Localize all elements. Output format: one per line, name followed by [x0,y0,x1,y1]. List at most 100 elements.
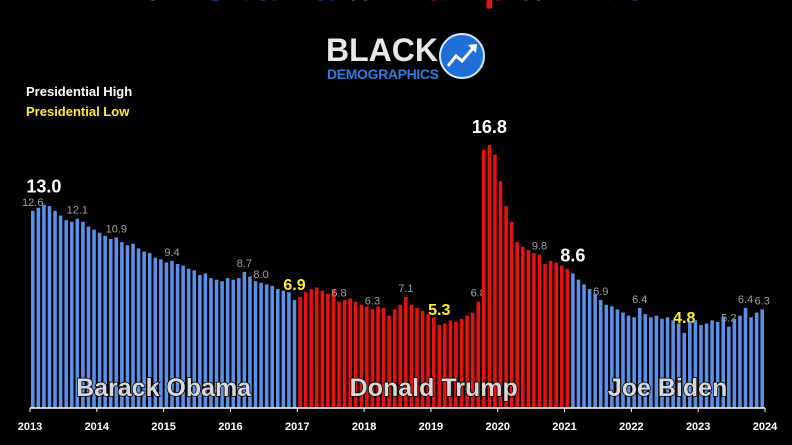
bar [626,315,631,408]
bar [459,318,464,408]
president-name: Joe Biden [608,374,727,402]
bar [147,253,152,408]
bar [142,251,146,408]
title-part: to [519,0,547,7]
bar [264,284,269,408]
bar [548,260,553,408]
bar [31,210,35,408]
bar [331,289,336,408]
value-label: 12.1 [67,205,88,217]
bar [448,320,453,408]
bar [476,301,481,408]
x-tick-label: 2015 [151,421,175,433]
bar [337,301,341,408]
bar [253,281,258,408]
bar [398,304,403,408]
bar [97,232,102,408]
value-label: 9.4 [164,247,179,259]
bar [665,317,670,408]
value-label: 10.9 [106,223,127,235]
bar [554,262,558,408]
bar [565,268,570,408]
title-part: from [122,0,189,7]
bar [309,289,313,408]
x-tick-label: 2021 [552,421,576,433]
bar [504,206,508,408]
value-label: 6.9 [283,277,305,294]
bar [409,304,414,408]
bar [660,318,664,408]
bar [415,307,419,408]
legend-low: Presidential Low [26,104,130,119]
bar [259,282,263,408]
bar [198,275,202,408]
bar [598,300,603,408]
title-part: to [347,0,375,7]
title-part: Biden [559,0,670,9]
bar [114,237,119,408]
bar [175,264,180,408]
bar [387,315,391,408]
bar [688,321,692,408]
bar [632,317,636,408]
bar [420,310,425,408]
bar [493,154,497,408]
bar [320,290,325,408]
bar [443,323,447,408]
logo: BLACK DEMOGRAPHICS [326,32,485,82]
bar [225,278,230,408]
bar [203,273,208,408]
value-label: 6.3 [365,295,380,307]
value-label: 9.8 [532,241,547,253]
bar [242,271,247,408]
bar [509,221,514,408]
bar [365,306,369,408]
bar [498,181,503,408]
value-label: 8.7 [237,258,252,270]
bar [676,323,681,408]
bar [532,253,536,408]
value-label: 5.3 [428,302,450,319]
title-part: Obama [200,0,336,9]
bar [576,279,581,408]
bar [521,246,525,408]
bar [36,207,41,408]
bar [715,321,720,408]
bar [743,307,748,408]
bar [431,317,436,408]
value-label: 7.1 [398,283,413,295]
bar [303,292,308,408]
bar [610,306,614,408]
bar [732,318,737,408]
bar [170,260,174,408]
value-label: 8.6 [560,245,585,265]
president-name: Donald Trump [350,374,518,402]
x-tick-label: 2019 [419,421,443,433]
bar [721,317,726,408]
bar [353,301,358,408]
value-label: 6.3 [755,295,770,307]
bar [64,220,68,408]
bar [649,317,653,408]
value-label: 6.9 [593,286,608,298]
bar [699,325,703,408]
bar [543,264,547,408]
bar [470,312,475,408]
bar [314,287,319,408]
bar [654,315,659,408]
bar [231,279,236,408]
logo-top: BLACK [326,32,438,68]
value-label: 6.8 [331,288,346,300]
bar [47,206,52,408]
bar [75,218,80,408]
bar [537,254,542,408]
bar [487,145,492,409]
bar [454,321,458,408]
bar [637,307,642,408]
bar [58,215,63,408]
bar [404,296,408,408]
value-label: 6.4 [632,294,647,306]
bar [248,276,252,408]
value-label: 8.0 [253,269,268,281]
chart-title: from Obama to Trump to Biden [122,0,670,9]
